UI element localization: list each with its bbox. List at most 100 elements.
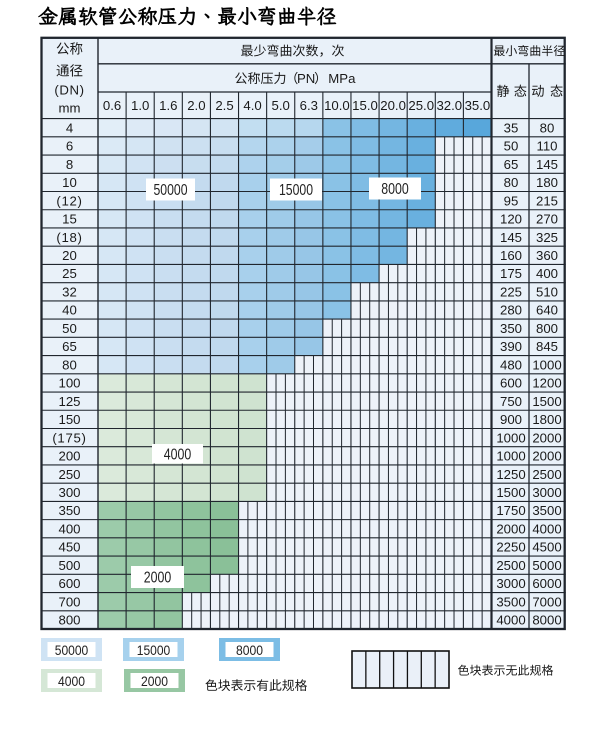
- svg-text:50: 50: [504, 139, 519, 154]
- svg-text:600: 600: [58, 576, 80, 591]
- svg-text:3000: 3000: [532, 485, 561, 500]
- svg-text:7000: 7000: [532, 594, 561, 609]
- svg-text:1000: 1000: [496, 449, 525, 464]
- svg-text:2000: 2000: [144, 570, 172, 587]
- svg-text:215: 215: [536, 193, 558, 208]
- svg-text:400: 400: [536, 266, 558, 281]
- svg-text:95: 95: [504, 193, 519, 208]
- svg-text:6000: 6000: [532, 576, 561, 591]
- svg-text:1250: 1250: [496, 467, 525, 482]
- svg-text:900: 900: [500, 412, 522, 427]
- svg-text:270: 270: [536, 212, 558, 227]
- svg-text:350: 350: [500, 321, 522, 336]
- svg-text:65: 65: [62, 339, 77, 354]
- svg-text:(175): (175): [52, 430, 86, 445]
- svg-text:8000: 8000: [236, 642, 263, 658]
- svg-text:8: 8: [66, 157, 73, 172]
- svg-text:25: 25: [62, 266, 77, 281]
- svg-text:1000: 1000: [532, 357, 561, 372]
- svg-text:2000: 2000: [496, 521, 525, 536]
- svg-text:1800: 1800: [532, 412, 561, 427]
- svg-text:845: 845: [536, 339, 558, 354]
- svg-text:4000: 4000: [532, 521, 561, 536]
- svg-text:80: 80: [504, 175, 519, 190]
- svg-text:PN: PN: [297, 71, 315, 86]
- svg-text:6: 6: [66, 139, 73, 154]
- svg-text:700: 700: [58, 594, 80, 609]
- svg-text:4000: 4000: [164, 446, 192, 463]
- svg-text:80: 80: [62, 357, 77, 372]
- svg-text:2000: 2000: [532, 449, 561, 464]
- svg-text:2000: 2000: [532, 430, 561, 445]
- svg-text:2500: 2500: [532, 467, 561, 482]
- svg-text:1500: 1500: [496, 485, 525, 500]
- svg-text:5000: 5000: [532, 558, 561, 573]
- svg-text:50: 50: [62, 321, 77, 336]
- svg-text:145: 145: [500, 230, 522, 245]
- svg-text:(DN): (DN): [54, 82, 84, 97]
- svg-text:2.0: 2.0: [187, 98, 205, 113]
- svg-text:10: 10: [62, 175, 77, 190]
- svg-text:0.6: 0.6: [103, 98, 121, 113]
- svg-text:110: 110: [536, 139, 557, 154]
- svg-text:(18): (18): [56, 230, 82, 245]
- svg-text:800: 800: [536, 321, 558, 336]
- svg-text:1.6: 1.6: [159, 98, 177, 113]
- svg-text:50000: 50000: [55, 642, 89, 658]
- svg-text:40: 40: [62, 303, 77, 318]
- svg-text:360: 360: [536, 248, 558, 263]
- svg-text:2500: 2500: [496, 558, 525, 573]
- svg-text:1750: 1750: [496, 503, 525, 518]
- svg-text:mm: mm: [59, 100, 81, 115]
- svg-text:250: 250: [58, 467, 80, 482]
- svg-text:100: 100: [58, 376, 80, 391]
- svg-text:4.0: 4.0: [243, 98, 261, 113]
- svg-text:8000: 8000: [381, 181, 409, 198]
- svg-text:32.0: 32.0: [436, 98, 462, 113]
- svg-text:150: 150: [58, 412, 80, 427]
- svg-text:4000: 4000: [58, 673, 85, 689]
- svg-text:20: 20: [62, 248, 77, 263]
- svg-text:1500: 1500: [532, 394, 561, 409]
- svg-text:1000: 1000: [496, 430, 525, 445]
- svg-text:400: 400: [58, 521, 80, 536]
- svg-text:6.3: 6.3: [300, 98, 318, 113]
- svg-text:225: 225: [500, 285, 522, 300]
- svg-text:2.5: 2.5: [215, 98, 233, 113]
- svg-text:390: 390: [500, 339, 522, 354]
- svg-text:2000: 2000: [141, 673, 168, 689]
- svg-text:325: 325: [536, 230, 558, 245]
- svg-text:175: 175: [500, 266, 522, 281]
- svg-text:15: 15: [62, 212, 77, 227]
- svg-text:500: 500: [58, 558, 80, 573]
- svg-text:3500: 3500: [496, 594, 525, 609]
- svg-text:(12): (12): [56, 193, 82, 208]
- svg-text:MPa: MPa: [328, 71, 356, 86]
- svg-text:4000: 4000: [496, 613, 525, 628]
- svg-text:800: 800: [58, 613, 80, 628]
- svg-text:15.0: 15.0: [352, 98, 378, 113]
- svg-text:180: 180: [536, 175, 558, 190]
- svg-text:510: 510: [536, 285, 558, 300]
- svg-text:8000: 8000: [532, 613, 561, 628]
- svg-text:120: 120: [500, 212, 522, 227]
- svg-text:4: 4: [66, 120, 73, 135]
- svg-text:25.0: 25.0: [408, 98, 434, 113]
- svg-text:1.0: 1.0: [131, 98, 149, 113]
- svg-text:65: 65: [504, 157, 519, 172]
- svg-text:35.0: 35.0: [465, 98, 491, 113]
- svg-text:3000: 3000: [496, 576, 525, 591]
- svg-text:80: 80: [540, 120, 555, 135]
- svg-text:50000: 50000: [154, 182, 188, 199]
- svg-text:3500: 3500: [532, 503, 561, 518]
- svg-text:20.0: 20.0: [380, 98, 406, 113]
- svg-text:145: 145: [536, 157, 558, 172]
- svg-text:160: 160: [500, 248, 522, 263]
- svg-text:15000: 15000: [279, 182, 313, 199]
- svg-text:125: 125: [58, 394, 80, 409]
- svg-text:15000: 15000: [137, 642, 171, 658]
- svg-text:280: 280: [500, 303, 522, 318]
- svg-text:640: 640: [536, 303, 558, 318]
- svg-text:1200: 1200: [532, 376, 561, 391]
- svg-text:35: 35: [504, 120, 519, 135]
